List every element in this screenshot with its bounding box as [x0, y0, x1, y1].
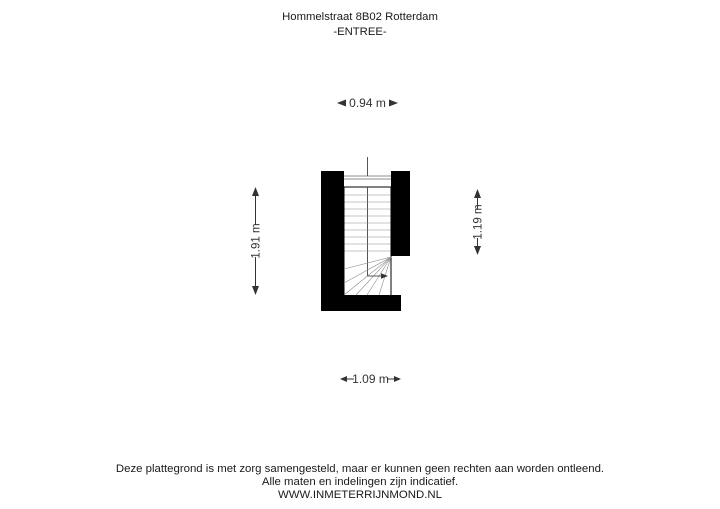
svg-text:1.19 m: 1.19 m — [473, 204, 485, 239]
svg-text:0.94 m: 0.94 m — [349, 96, 386, 110]
svg-text:1.91 m: 1.91 m — [251, 223, 263, 258]
svg-text:1.09 m: 1.09 m — [352, 372, 389, 386]
